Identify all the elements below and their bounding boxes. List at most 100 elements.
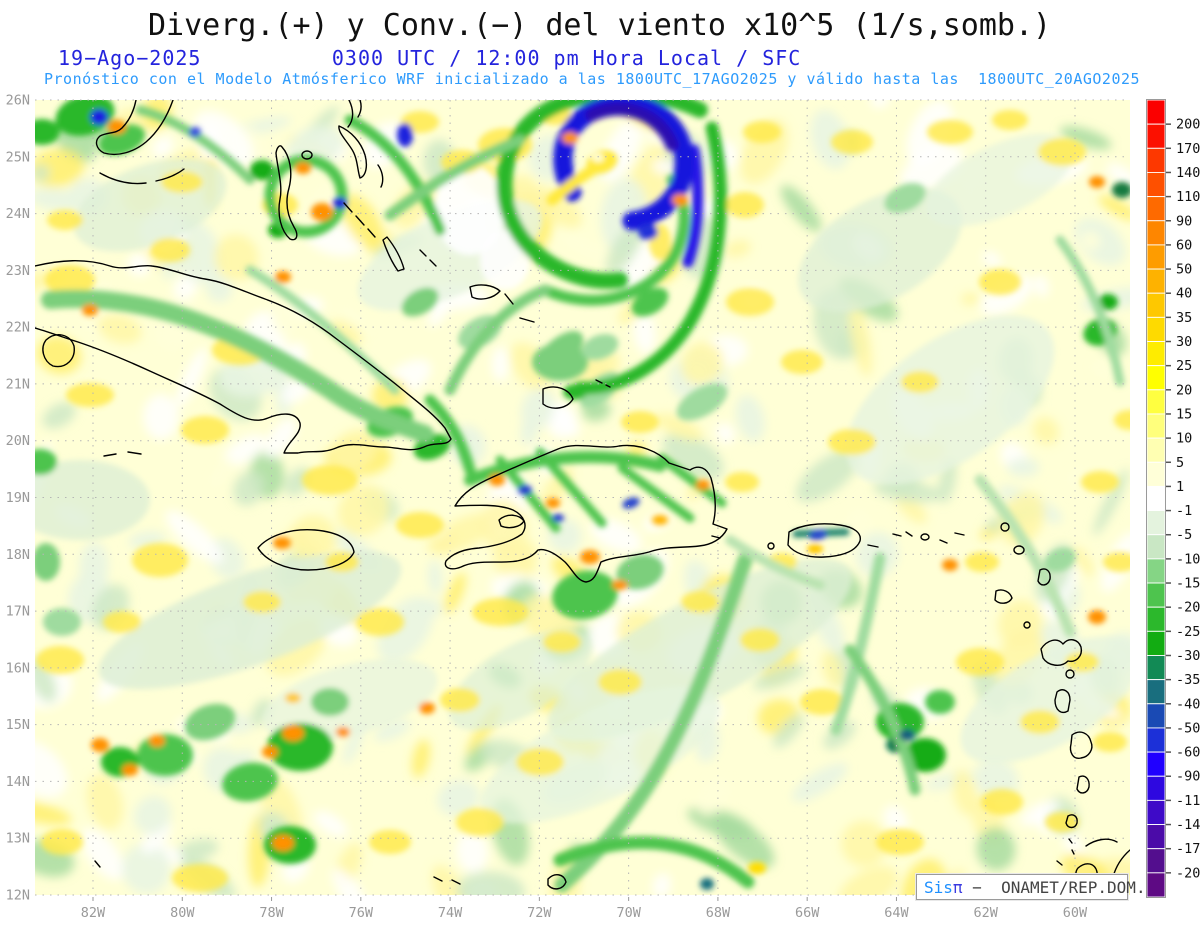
colorbar-label: -20 xyxy=(1176,600,1200,616)
colorbar: 200 170 140 110 90 60 50 40 35 30 25 20 15 10 5 1 -1 -5 -1… xyxy=(1146,99,1200,898)
mottle-blob xyxy=(1020,800,1060,826)
mottle-blob xyxy=(605,223,643,276)
mottle-blob xyxy=(176,838,219,861)
mottle-blob xyxy=(519,540,537,578)
colorbar-label: 10 xyxy=(1176,431,1192,447)
mottle-blob xyxy=(341,194,384,250)
lon-tick xyxy=(360,897,362,901)
mottle-blob xyxy=(652,159,678,175)
coast-martinique xyxy=(1069,731,1093,759)
mottle-blob xyxy=(841,820,887,867)
lon-label: 80W xyxy=(170,905,195,921)
lon-label: 78W xyxy=(259,905,284,921)
mottle-blob xyxy=(735,395,765,442)
mottle-blob xyxy=(491,346,510,382)
colorbar-tick xyxy=(1166,872,1171,874)
colorbar-label: -40 xyxy=(1176,696,1200,712)
colorbar-tick xyxy=(1166,582,1171,584)
lat-label: 14N xyxy=(6,774,30,790)
colorbar-segment xyxy=(1146,171,1166,198)
mottle-blob xyxy=(533,186,582,228)
mottle-blob xyxy=(289,515,337,564)
lon-label: 76W xyxy=(349,905,374,921)
forecast-init-line: Pronóstico con el Modelo Atmósferico WRF… xyxy=(44,70,1141,88)
mottle-blob xyxy=(173,276,197,300)
lat-label: 26N xyxy=(6,93,30,109)
colorbar-tick xyxy=(1166,364,1171,367)
lon-label: 60W xyxy=(1063,905,1088,921)
mottle-blob xyxy=(152,135,174,158)
colorbar-label: -200 xyxy=(1176,865,1200,881)
lat-label: 19N xyxy=(6,490,30,506)
coast-cat-island xyxy=(377,164,384,188)
attribution-text: − ONAMET/REP.DOM. xyxy=(962,878,1146,897)
colorbar-segment xyxy=(1146,848,1166,874)
colorbar-segment xyxy=(1146,872,1166,898)
colorbar-label: 1 xyxy=(1176,479,1184,495)
colorbar-segment xyxy=(1146,703,1166,729)
colorbar-tick xyxy=(1166,437,1171,439)
mottle-blob xyxy=(696,778,731,815)
mottle-blob xyxy=(982,251,1002,268)
lon-tick xyxy=(181,897,183,901)
colorbar-label: -35 xyxy=(1176,672,1200,688)
mottle-blob xyxy=(821,650,844,689)
mottle-blob xyxy=(437,780,481,816)
coast-long-island xyxy=(382,236,405,272)
mottle-blob xyxy=(36,336,82,374)
colorbar-label: 20 xyxy=(1176,382,1192,398)
mottle-blob xyxy=(752,664,806,690)
colorbar-label: -15 xyxy=(1176,576,1200,592)
coast-caymans xyxy=(103,451,142,457)
divergence-field xyxy=(35,100,1130,895)
mottle-blob xyxy=(35,800,72,825)
colorbar-label: -25 xyxy=(1176,624,1200,640)
colorbar-label: -90 xyxy=(1176,769,1200,785)
colorbar-segment xyxy=(1146,244,1166,270)
colorbar-tick xyxy=(1166,775,1171,777)
colorbar-label: 90 xyxy=(1176,213,1192,229)
mottle-blob xyxy=(233,471,265,506)
lat-label: 12N xyxy=(6,888,30,904)
mottle-blob xyxy=(427,559,443,595)
mottle-blob xyxy=(330,429,377,472)
colorbar-segment xyxy=(1146,510,1166,536)
colorbar-label: -170 xyxy=(1176,841,1200,857)
colorbar-segment xyxy=(1146,196,1166,222)
lon-tick xyxy=(717,897,719,901)
colorbar-segment xyxy=(1146,365,1166,391)
lon-tick xyxy=(449,897,451,901)
colorbar-segment xyxy=(1146,220,1166,246)
colorbar-label: 170 xyxy=(1176,141,1200,157)
lat-label: 15N xyxy=(6,717,30,733)
colorbar-segment xyxy=(1146,389,1166,415)
mottle-blob xyxy=(810,109,850,170)
lon-tick xyxy=(895,897,897,901)
mottle-blob xyxy=(680,342,724,386)
grid-lines xyxy=(35,99,1130,896)
mottle-blob xyxy=(520,388,555,430)
colorbar-tick xyxy=(1166,654,1171,657)
coast-andros xyxy=(275,145,298,241)
mottle-blob xyxy=(81,828,125,880)
colorbar-tick xyxy=(1166,799,1171,802)
colorbar-segment xyxy=(1146,268,1166,294)
coast-virgin-islands xyxy=(892,531,965,544)
mottle-blob xyxy=(838,866,898,895)
mottle-blob xyxy=(713,815,775,868)
coast-new-providence xyxy=(301,150,313,160)
mottle-blob xyxy=(444,572,466,614)
colorbar-label: 5 xyxy=(1176,455,1184,471)
mottle-blob xyxy=(823,720,856,750)
coast-hispaniola xyxy=(444,444,728,583)
coast-curacao xyxy=(94,860,567,890)
colorbar-segment xyxy=(1146,534,1166,560)
colorbar-label: 30 xyxy=(1176,334,1192,350)
colorbar-label: -5 xyxy=(1176,527,1192,543)
mottle-blob xyxy=(42,402,76,429)
lon-label: 72W xyxy=(527,905,552,921)
colorbar-label: 140 xyxy=(1176,165,1200,181)
coast-dominica xyxy=(1054,689,1071,714)
colorbar-tick xyxy=(1166,413,1171,415)
